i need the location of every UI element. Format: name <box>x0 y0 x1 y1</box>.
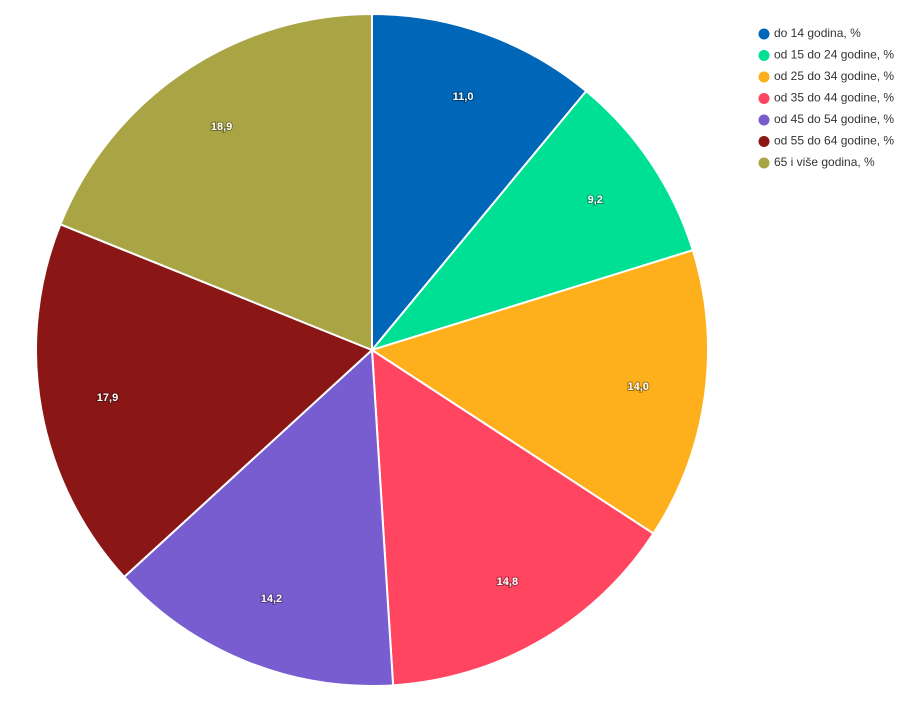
pie-slice[interactable] <box>35 223 374 579</box>
pie-slice[interactable] <box>59 12 373 352</box>
value-label: 14,8 <box>497 576 518 588</box>
pie-slice[interactable] <box>371 12 588 353</box>
legend-label[interactable]: od 25 do 34 godine, % <box>774 69 894 83</box>
value-label: 17,9 <box>97 392 118 404</box>
legend-marker[interactable] <box>758 157 770 169</box>
legend-label[interactable]: od 45 do 54 godine, % <box>774 112 894 126</box>
legend-label[interactable]: od 15 do 24 godine, % <box>774 48 894 62</box>
legend-marker[interactable] <box>758 50 770 61</box>
legend-marker[interactable] <box>758 28 770 40</box>
pie-slice[interactable] <box>370 348 655 687</box>
value-label: 14,0 <box>628 381 649 393</box>
value-label: 14,2 <box>261 593 282 605</box>
pie-slice[interactable] <box>122 347 395 687</box>
legend-marker[interactable] <box>758 136 770 147</box>
legend-label[interactable]: od 55 do 64 godine, % <box>774 134 894 148</box>
value-label: 18,9 <box>211 121 232 133</box>
legend-label[interactable]: od 35 do 44 godine, % <box>774 91 894 105</box>
legend-marker[interactable] <box>758 93 770 104</box>
pie-slice[interactable] <box>369 248 709 535</box>
legend-label[interactable]: 65 i više godina, % <box>774 155 875 169</box>
pie-slice[interactable] <box>369 89 695 352</box>
value-label: 11,0 <box>453 91 474 103</box>
legend-label[interactable]: do 14 godina, % <box>774 26 861 40</box>
value-label: 9,2 <box>588 194 603 206</box>
legend-marker[interactable] <box>758 71 770 83</box>
legend-marker[interactable] <box>758 114 770 126</box>
